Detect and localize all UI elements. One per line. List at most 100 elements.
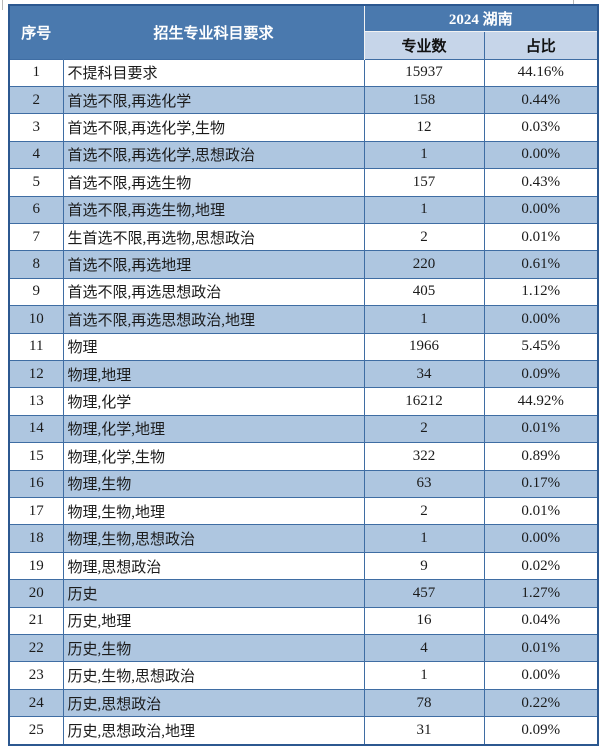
cell-percentage: 0.09% <box>483 716 599 746</box>
cell-subject-requirement: 首选不限,再选化学,思想政治 <box>62 140 365 170</box>
table-row: 5 首选不限,再选生物 157 0.43% <box>8 168 599 197</box>
cell-percentage: 0.00% <box>483 195 599 224</box>
cell-percentage: 0.00% <box>483 140 599 170</box>
cell-serial-number: 6 <box>8 195 64 224</box>
cell-percentage: 0.01% <box>483 496 599 526</box>
table-row: 22 历史,生物 4 0.01% <box>8 634 599 663</box>
table-row: 3 首选不限,再选化学,生物 12 0.03% <box>8 113 599 142</box>
cell-serial-number: 1 <box>8 58 64 87</box>
table-row: 8 首选不限,再选地理 220 0.61% <box>8 250 599 279</box>
header-subject-requirement: 招生专业科目要求 <box>63 5 365 59</box>
cell-major-count: 322 <box>363 442 485 471</box>
table-row: 4 首选不限,再选化学,思想政治 1 0.00% <box>8 140 599 170</box>
cell-percentage: 0.01% <box>483 634 599 663</box>
cell-subject-requirement: 物理,化学,地理 <box>62 414 365 444</box>
cell-major-count: 2 <box>363 222 485 252</box>
cell-percentage: 0.01% <box>483 414 599 444</box>
cell-serial-number: 7 <box>8 222 64 252</box>
cell-major-count: 15937 <box>363 58 485 87</box>
cell-subject-requirement: 物理,生物,思想政治 <box>62 524 365 553</box>
cell-subject-requirement: 物理,化学,生物 <box>62 442 365 471</box>
table-row: 16 物理,生物 63 0.17% <box>8 469 599 499</box>
table-row: 14 物理,化学,地理 2 0.01% <box>8 414 599 444</box>
cell-major-count: 457 <box>363 579 485 608</box>
cell-serial-number: 25 <box>8 716 64 746</box>
cell-percentage: 0.02% <box>483 551 599 581</box>
cell-subject-requirement: 首选不限,再选生物 <box>62 168 365 197</box>
cell-percentage: 0.00% <box>483 305 599 334</box>
cell-subject-requirement: 物理,生物 <box>62 469 365 499</box>
cell-major-count: 1 <box>363 305 485 334</box>
table-row: 17 物理,生物,地理 2 0.01% <box>8 496 599 526</box>
cell-percentage: 1.12% <box>483 277 599 307</box>
cell-subject-requirement: 历史,地理 <box>62 606 365 636</box>
header-year-region: 2024 湖南 <box>364 5 599 32</box>
cell-percentage: 0.09% <box>483 359 599 389</box>
cell-major-count: 1 <box>363 661 485 690</box>
table-row: 23 历史,生物,思想政治 1 0.00% <box>8 661 599 690</box>
table-row: 13 物理,化学 16212 44.92% <box>8 387 599 416</box>
cell-major-count: 9 <box>363 551 485 581</box>
cell-subject-requirement: 历史 <box>62 579 365 608</box>
cell-major-count: 63 <box>363 469 485 499</box>
table-row: 24 历史,思想政治 78 0.22% <box>8 688 599 718</box>
table-row: 10 首选不限,再选思想政治,地理 1 0.00% <box>8 305 599 334</box>
cell-major-count: 405 <box>363 277 485 307</box>
cell-percentage: 5.45% <box>483 332 599 361</box>
cell-major-count: 1 <box>363 524 485 553</box>
table-row: 21 历史,地理 16 0.04% <box>8 606 599 636</box>
cell-percentage: 0.43% <box>483 168 599 197</box>
cell-percentage: 0.89% <box>483 442 599 471</box>
cell-percentage: 0.04% <box>483 606 599 636</box>
cell-major-count: 78 <box>363 688 485 718</box>
cell-subject-requirement: 历史,生物,思想政治 <box>62 661 365 690</box>
subject-requirements-table: 序号 招生专业科目要求 2024 湖南 专业数 占比 1 不提科目要求 15937 4… <box>8 4 600 746</box>
cell-subject-requirement: 生首选不限,再选物,思想政治 <box>62 222 365 252</box>
cell-percentage: 0.22% <box>483 688 599 718</box>
cell-serial-number: 12 <box>8 359 64 389</box>
cell-serial-number: 5 <box>8 168 64 197</box>
cell-major-count: 4 <box>363 634 485 663</box>
table-row: 25 历史,思想政治,地理 31 0.09% <box>8 716 599 746</box>
gridline-artifact-right <box>573 0 574 6</box>
cell-major-count: 158 <box>363 85 485 115</box>
cell-major-count: 1 <box>363 195 485 224</box>
table-row: 7 生首选不限,再选物,思想政治 2 0.01% <box>8 222 599 252</box>
cell-serial-number: 23 <box>8 661 64 690</box>
cell-serial-number: 4 <box>8 140 64 170</box>
table-row: 18 物理,生物,思想政治 1 0.00% <box>8 524 599 553</box>
cell-percentage: 0.61% <box>483 250 599 279</box>
cell-subject-requirement: 历史,思想政治,地理 <box>62 716 365 746</box>
table-row: 15 物理,化学,生物 322 0.89% <box>8 442 599 471</box>
cell-percentage: 0.44% <box>483 85 599 115</box>
cell-major-count: 220 <box>363 250 485 279</box>
table-row: 2 首选不限,再选化学 158 0.44% <box>8 85 599 115</box>
cell-major-count: 12 <box>363 113 485 142</box>
cell-major-count: 16 <box>363 606 485 636</box>
cell-subject-requirement: 历史,思想政治 <box>62 688 365 718</box>
cell-serial-number: 22 <box>8 634 64 663</box>
table-row: 6 首选不限,再选生物,地理 1 0.00% <box>8 195 599 224</box>
cell-major-count: 16212 <box>363 387 485 416</box>
cell-subject-requirement: 物理,生物,地理 <box>62 496 365 526</box>
cell-serial-number: 18 <box>8 524 64 553</box>
table-row: 9 首选不限,再选思想政治 405 1.12% <box>8 277 599 307</box>
gridline-artifact-left <box>2 0 3 10</box>
cell-subject-requirement: 首选不限,再选生物,地理 <box>62 195 365 224</box>
cell-percentage: 0.01% <box>483 222 599 252</box>
cell-serial-number: 11 <box>8 332 64 361</box>
cell-major-count: 1966 <box>363 332 485 361</box>
cell-percentage: 0.00% <box>483 524 599 553</box>
cell-percentage: 0.00% <box>483 661 599 690</box>
cell-subject-requirement: 首选不限,再选思想政治 <box>62 277 365 307</box>
cell-subject-requirement: 首选不限,再选化学 <box>62 85 365 115</box>
table-row: 12 物理,地理 34 0.09% <box>8 359 599 389</box>
table-row: 19 物理,思想政治 9 0.02% <box>8 551 599 581</box>
cell-serial-number: 9 <box>8 277 64 307</box>
table-row: 11 物理 1966 5.45% <box>8 332 599 361</box>
cell-serial-number: 16 <box>8 469 64 499</box>
cell-major-count: 31 <box>363 716 485 746</box>
header-major-count: 专业数 <box>364 31 485 60</box>
cell-subject-requirement: 物理 <box>62 332 365 361</box>
